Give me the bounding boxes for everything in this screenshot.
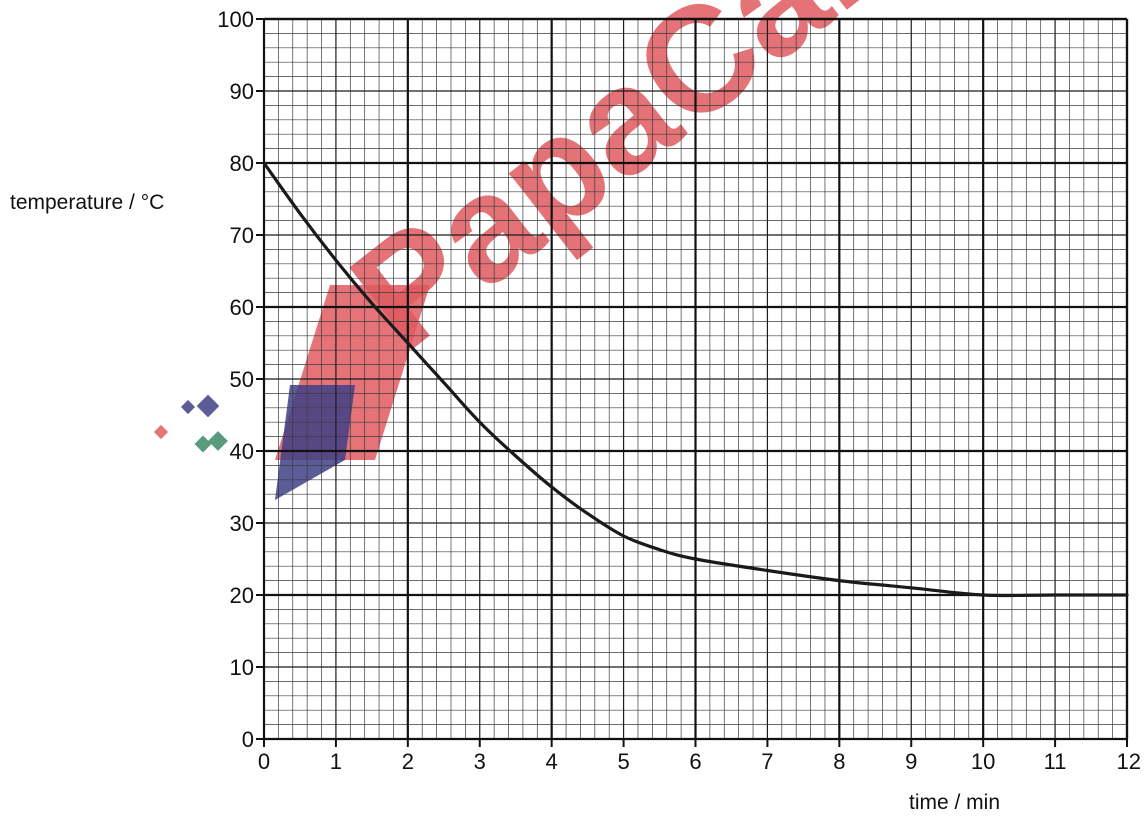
tick-marks (256, 18, 1128, 747)
watermark-diamond (194, 435, 212, 453)
x-tick-label: 11 (1044, 749, 1067, 774)
y-axis-label: temperature / °C (10, 191, 164, 214)
y-tick-label: 50 (230, 367, 254, 392)
y-tick-label: 100 (217, 7, 254, 32)
watermark-navy-block (275, 385, 355, 500)
y-tick-label: 80 (230, 151, 254, 176)
y-tick-label: 40 (230, 439, 254, 464)
x-tick-label: 5 (617, 749, 629, 774)
watermark-diamond (196, 394, 220, 418)
cooling-curve (262, 161, 1129, 598)
y-tick-label: 10 (230, 655, 254, 680)
watermark-text: PapaCambridge (321, 0, 1146, 380)
y-tick-label: 30 (230, 511, 254, 536)
y-tick-label: 60 (230, 295, 254, 320)
x-tick-label: 10 (971, 749, 995, 774)
x-tick-labels: 0 1 2 3 4 5 6 7 8 9 10 11 12 (258, 749, 1141, 774)
x-tick-label: 0 (258, 749, 270, 774)
x-tick-label: 9 (905, 749, 917, 774)
y-tick-label: 90 (230, 79, 254, 104)
watermark-diamond (208, 431, 228, 451)
y-tick-label: 0 (242, 727, 254, 752)
x-tick-label: 3 (474, 749, 486, 774)
x-axis-label: time / min (909, 791, 1000, 814)
y-tick-label: 70 (230, 223, 254, 248)
x-tick-label: 7 (761, 749, 773, 774)
x-tick-label: 12 (1117, 749, 1141, 774)
watermark-diamond (153, 424, 169, 440)
x-tick-label: 1 (330, 749, 342, 774)
series-layer (262, 161, 1129, 598)
x-tick-label: 6 (689, 749, 701, 774)
watermark-diamond (180, 399, 196, 415)
watermark-logo: PapaCambridge (153, 0, 1146, 500)
x-tick-label: 4 (546, 749, 558, 774)
x-tick-label: 2 (402, 749, 414, 774)
x-tick-label: 8 (833, 749, 845, 774)
y-tick-label: 20 (230, 583, 254, 608)
y-tick-labels: 0 10 20 30 40 50 60 70 80 90 100 (217, 7, 254, 752)
